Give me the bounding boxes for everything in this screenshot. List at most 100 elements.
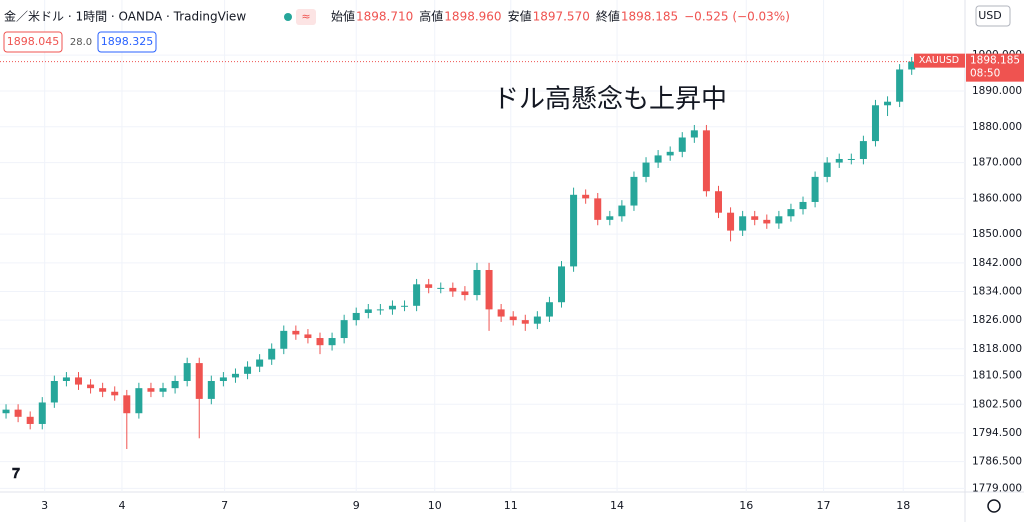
candle-body: [533, 316, 541, 324]
last-price: 1898.185: [970, 55, 1020, 67]
x-tick-label: 7: [221, 499, 228, 512]
candle-body: [2, 409, 10, 414]
candle-body: [280, 330, 288, 349]
candles: [0, 56, 965, 450]
candle-body: [727, 212, 735, 231]
y-tick-label: 1850.000: [972, 228, 1022, 240]
grid: [0, 0, 965, 492]
y-tick-label: 1810.500: [972, 370, 1022, 382]
candle-body: [884, 101, 892, 106]
chart-title: 金／米ドル · 1時間 · OANDA · TradingView: [4, 9, 246, 24]
candle-body: [123, 395, 131, 414]
currency-button[interactable]: [975, 5, 1011, 27]
candle-body: [401, 305, 409, 307]
candle-body: [437, 287, 445, 289]
candle-body: [678, 137, 686, 152]
candle-body: [183, 363, 191, 381]
market-status: [284, 13, 292, 21]
candle-body: [207, 380, 215, 399]
y-tick-label: 1880.000: [972, 121, 1022, 133]
tv-logo: 𝟕: [12, 466, 20, 482]
candle-body: [606, 216, 614, 220]
ohlc-label: 始値: [331, 9, 355, 24]
candle-body: [50, 380, 58, 403]
candle-body: [618, 205, 626, 217]
ohlc-header: 始値 1898.710 高値 1898.960 安値 1897.570 終値 1898.185…: [331, 9, 790, 24]
ohlc-value: 1898.960: [444, 10, 501, 24]
y-tick-label: 1834.000: [972, 285, 1022, 297]
y-tick-label: 1842.000: [972, 257, 1022, 269]
x-tick-label: 18: [896, 499, 910, 512]
candle-body: [195, 363, 203, 399]
bid-box[interactable]: [3, 31, 63, 53]
candle-body: [582, 194, 590, 199]
candle-body: [630, 176, 638, 206]
candle-body: [388, 305, 396, 310]
candle-body: [304, 334, 312, 339]
candle-body: [485, 269, 493, 310]
y-tick-label: 1860.000: [972, 192, 1022, 204]
candle-body: [316, 338, 324, 346]
candle-body: [26, 416, 34, 424]
candle-body: [642, 162, 650, 177]
x-tick-label: 9: [353, 499, 360, 512]
settings-icon[interactable]: [987, 499, 1001, 513]
annotation: ドル高懸念も上昇中: [493, 85, 727, 115]
x-tick-label: 11: [504, 499, 518, 512]
candle-body: [751, 216, 759, 220]
candle-body: [219, 377, 227, 381]
candle-body: [340, 320, 348, 339]
ohlc-value: 1897.570: [533, 10, 590, 24]
ohlc-value: 1898.185: [621, 10, 678, 24]
delay-badge: [296, 9, 316, 25]
price-tag: [966, 53, 1024, 82]
candle-body: [702, 130, 710, 192]
candle-body: [690, 130, 698, 138]
candle-body: [811, 176, 819, 202]
ohlc-change: −0.525 (−0.03%): [684, 10, 790, 24]
candle-body: [594, 198, 602, 220]
candle-body: [908, 61, 916, 70]
x-tick-label: 3: [41, 499, 48, 512]
candle-body: [413, 284, 421, 306]
y-tick-label: 1786.500: [972, 456, 1022, 468]
candle-body: [558, 266, 566, 303]
candle-body: [823, 162, 831, 177]
ask-box[interactable]: [97, 31, 157, 53]
symbol-tag: [914, 53, 965, 68]
candle-body: [449, 287, 457, 292]
candle-body: [231, 373, 239, 378]
candle-body: [896, 69, 904, 102]
candle-body: [545, 302, 553, 317]
candle-body: [99, 388, 107, 392]
candle-body: [159, 388, 167, 392]
y-tick-label: 1826.000: [972, 314, 1022, 326]
candle-body: [521, 320, 529, 324]
y-tick-label: 1802.500: [972, 398, 1022, 410]
candle-body: [425, 284, 433, 288]
candle-body: [256, 359, 264, 367]
x-tick-label: 10: [428, 499, 442, 512]
candle-body: [244, 366, 252, 374]
candle-body: [859, 141, 867, 159]
bid: 1898.045: [7, 35, 60, 48]
candle-body: [461, 291, 469, 296]
y-tick-label: 1890.000: [972, 85, 1022, 97]
spread: 28.0: [70, 37, 92, 48]
candle-body: [787, 209, 795, 217]
candle-body: [328, 338, 336, 346]
candle-body: [871, 105, 879, 142]
y-tick-label: 1870.000: [972, 157, 1022, 169]
candle-body: [714, 191, 722, 213]
candle-body: [570, 194, 578, 267]
x-tick-label: 14: [610, 499, 624, 512]
candle-body: [62, 377, 70, 381]
candle-body: [292, 330, 300, 335]
ohlc-value: 1898.710: [356, 10, 413, 24]
ohlc-label: 終値: [596, 9, 620, 24]
candle-body: [111, 391, 119, 396]
candle-body: [847, 158, 855, 160]
labels: 1779.000 1786.500 1794.500 1802.500 1810.500…: [41, 49, 1024, 512]
candle-body: [763, 219, 771, 224]
